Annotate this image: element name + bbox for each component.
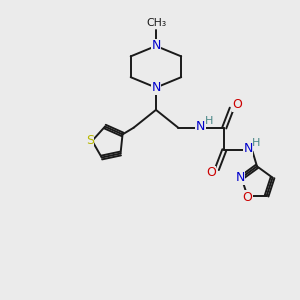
Text: O: O xyxy=(242,191,252,204)
Text: N: N xyxy=(243,142,253,155)
Text: O: O xyxy=(206,167,216,179)
Text: H: H xyxy=(205,116,213,126)
Text: O: O xyxy=(233,98,243,111)
Text: S: S xyxy=(86,134,94,147)
Text: N: N xyxy=(196,120,205,133)
Text: N: N xyxy=(235,171,245,184)
Text: CH₃: CH₃ xyxy=(146,18,166,28)
Text: N: N xyxy=(151,81,160,94)
Text: N: N xyxy=(151,40,160,52)
Text: H: H xyxy=(252,139,261,148)
